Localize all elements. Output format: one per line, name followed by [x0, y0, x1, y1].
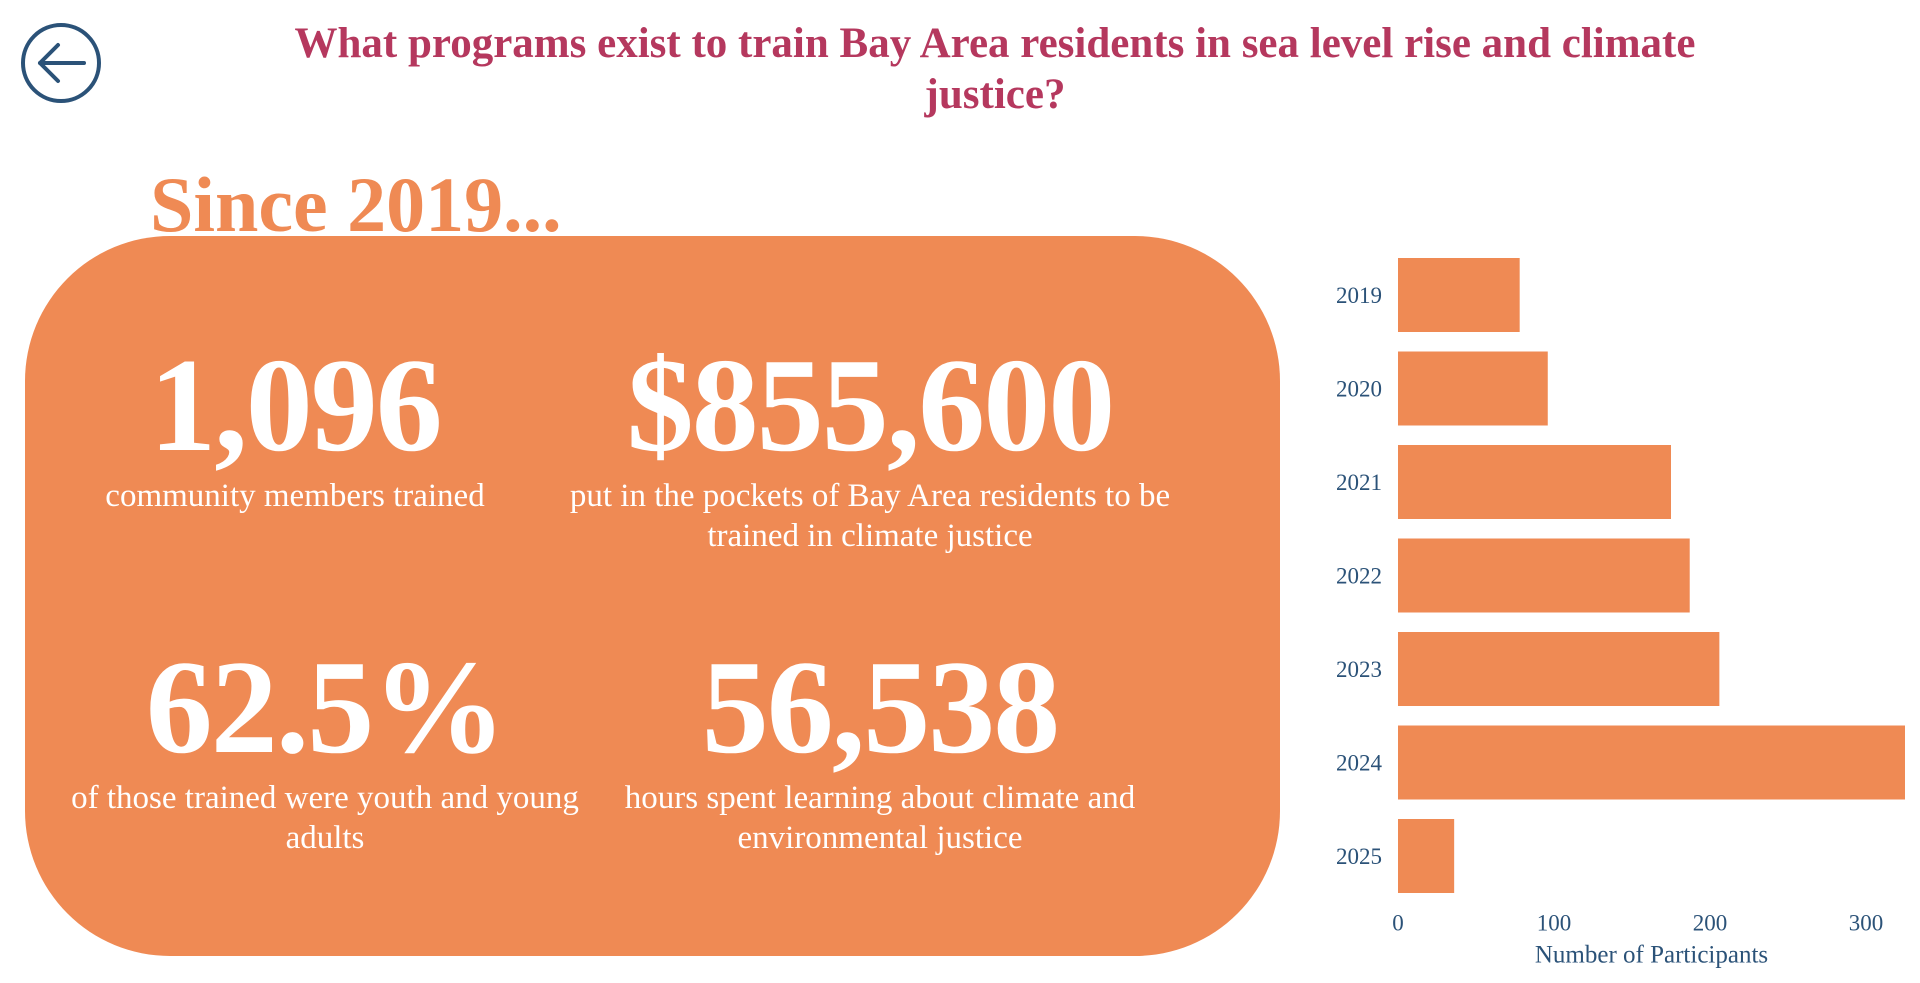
stat-value: 62.5% [145, 633, 507, 781]
bar-2024 [1398, 725, 1905, 800]
x-tick-label: 200 [1693, 911, 1728, 936]
bar-2022 [1398, 538, 1690, 613]
back-button[interactable] [20, 22, 102, 104]
stat-label: put in the pockets of Bay Area residents… [569, 478, 1171, 554]
y-tick-label: 2019 [1336, 283, 1382, 308]
y-tick-label: 2024 [1336, 751, 1383, 776]
bar-2023 [1398, 632, 1720, 706]
stat-value: 1,096 [149, 331, 443, 479]
stat-members-trained: 1,096 community members trained [70, 338, 520, 516]
since-heading: Since 2019... [150, 161, 562, 248]
bar-2020 [1398, 351, 1548, 426]
y-tick-label: 2021 [1336, 470, 1382, 495]
stats-card [25, 236, 1280, 956]
bar-2025 [1398, 819, 1455, 893]
stat-label: of those trained were youth and young ad… [71, 780, 579, 856]
y-tick-label: 2020 [1336, 377, 1382, 402]
stat-learning-hours: 56,538 hours spent learning about climat… [580, 640, 1180, 858]
stat-label: community members trained [105, 478, 485, 514]
x-axis-title: Number of Participants [1535, 942, 1768, 969]
stat-value: 56,538 [701, 633, 1061, 781]
x-tick-label: 300 [1849, 911, 1884, 936]
y-tick-label: 2022 [1336, 564, 1382, 589]
stat-dollars-paid: $855,600 put in the pockets of Bay Area … [520, 338, 1220, 556]
y-tick-label: 2025 [1336, 844, 1382, 869]
stat-value: $855,600 [626, 331, 1116, 479]
x-tick-label: 100 [1537, 911, 1572, 936]
page-title: What programs exist to train Bay Area re… [294, 20, 1696, 118]
x-tick-label: 0 [1392, 911, 1404, 936]
stat-youth-percentage: 62.5% of those trained were youth and yo… [70, 640, 580, 858]
arrow-left-circle-icon [21, 23, 101, 103]
y-tick-label: 2023 [1336, 657, 1382, 682]
bar-2021 [1398, 445, 1671, 519]
bar-2019 [1398, 258, 1520, 332]
participants-bar-chart: 2019 2020 2021 2022 2023 2024 2025 0 100 200 300 Nu… [1336, 258, 1905, 969]
stat-label: hours spent learning about climate and e… [624, 780, 1136, 856]
